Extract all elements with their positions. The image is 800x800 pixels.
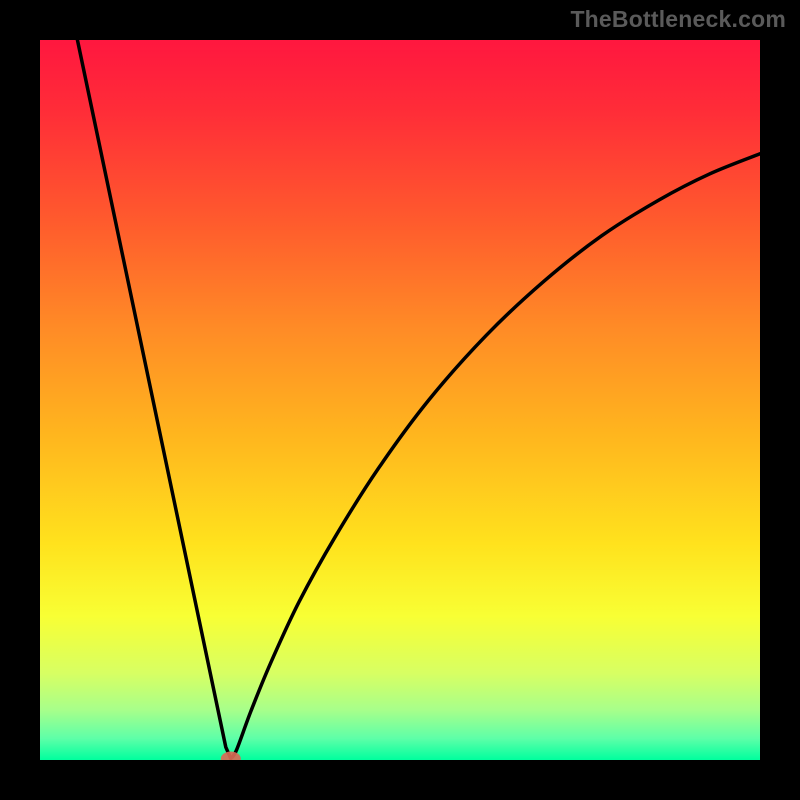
- gradient-background: [40, 40, 760, 760]
- watermark-text: TheBottleneck.com: [570, 6, 786, 33]
- plot-area: [40, 40, 760, 760]
- chart-frame: TheBottleneck.com: [0, 0, 800, 800]
- plot-svg: [40, 40, 760, 760]
